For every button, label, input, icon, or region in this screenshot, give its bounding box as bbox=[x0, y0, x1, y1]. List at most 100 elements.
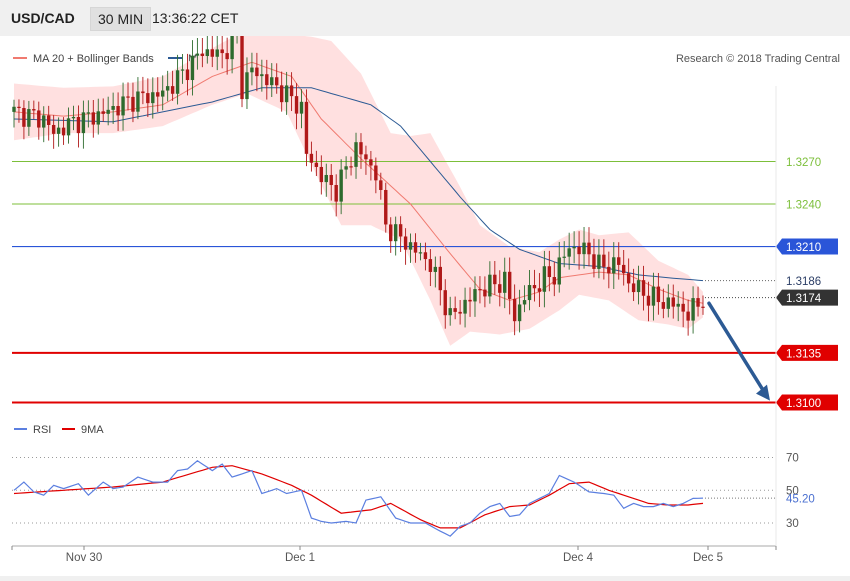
candle-body bbox=[314, 162, 319, 167]
candle-body bbox=[151, 92, 155, 104]
candle-body bbox=[146, 93, 150, 104]
candle-body bbox=[522, 300, 527, 305]
candle-body bbox=[22, 108, 26, 127]
candle-body bbox=[96, 111, 100, 125]
candle-body bbox=[626, 273, 631, 284]
price-level-value: 1.3240 bbox=[786, 200, 821, 212]
candle-body bbox=[612, 257, 616, 274]
candle-body bbox=[299, 101, 304, 114]
candle-body bbox=[433, 266, 438, 272]
bollinger-band-area bbox=[14, 29, 703, 346]
price-level-tag bbox=[776, 394, 838, 411]
candle-body bbox=[185, 69, 190, 81]
candle-body bbox=[230, 32, 234, 60]
price-level-value: 1.3135 bbox=[786, 348, 821, 360]
candle-body bbox=[270, 77, 274, 86]
candle-body bbox=[364, 154, 368, 160]
candle-body bbox=[46, 115, 51, 125]
candle-body bbox=[503, 271, 507, 293]
candle-body bbox=[681, 303, 685, 312]
candle-body bbox=[374, 165, 378, 181]
candle-body bbox=[592, 254, 596, 269]
candle-body bbox=[562, 256, 566, 258]
price-level-value: 1.3186 bbox=[786, 276, 821, 288]
candle-body bbox=[587, 242, 591, 255]
x-tick-label: Nov 30 bbox=[66, 552, 102, 564]
candle-body bbox=[691, 298, 695, 321]
price-level-value: 1.3270 bbox=[786, 157, 821, 169]
interval-selector[interactable]: 30 MIN bbox=[90, 7, 152, 31]
candle-body bbox=[42, 115, 46, 128]
candle-body bbox=[220, 49, 224, 54]
time-label: 13:36:22 CET bbox=[152, 10, 239, 26]
candle-body bbox=[66, 118, 71, 136]
candle-body bbox=[557, 257, 561, 285]
price-level-label: 1.3100 bbox=[776, 394, 838, 411]
price-level-tag bbox=[777, 195, 839, 213]
candle-body bbox=[61, 127, 66, 136]
price-level-tag bbox=[777, 153, 839, 170]
copyright-label: Research © 2018 Trading Central bbox=[676, 53, 840, 65]
candle-body bbox=[577, 246, 581, 255]
candle-body bbox=[32, 109, 36, 111]
candle-body bbox=[488, 274, 492, 297]
candle-body bbox=[438, 266, 442, 291]
price-level-label: 1.3174 bbox=[776, 289, 838, 306]
candle-body bbox=[661, 302, 666, 309]
candle-body bbox=[195, 53, 200, 56]
candle-body bbox=[215, 49, 219, 57]
candle-body bbox=[304, 101, 309, 154]
candle-body bbox=[398, 224, 403, 237]
candle-body bbox=[418, 252, 423, 254]
candle-body bbox=[607, 266, 611, 274]
price-chart: MA 20 + Bollinger Bands MA 50 Research ©… bbox=[11, 15, 840, 564]
candle-body bbox=[86, 112, 91, 114]
candle-body bbox=[190, 55, 195, 81]
price-level-tag bbox=[776, 344, 838, 361]
candle-body bbox=[463, 299, 467, 314]
candle-body bbox=[121, 96, 125, 116]
candle-body bbox=[636, 280, 641, 293]
candle-body bbox=[175, 70, 180, 94]
candle-body bbox=[443, 290, 447, 316]
candle-body bbox=[527, 285, 532, 301]
candle-body bbox=[651, 286, 656, 306]
candle-body bbox=[617, 257, 621, 265]
candle-body bbox=[284, 85, 289, 103]
candle-body bbox=[696, 298, 700, 307]
rsi-legend-label: RSI bbox=[33, 424, 51, 436]
ma20-legend-label: MA 20 + Bollinger Bands bbox=[33, 53, 154, 65]
forecast-arrow bbox=[707, 301, 770, 401]
candle-body bbox=[156, 92, 160, 97]
candle-body bbox=[260, 74, 264, 77]
candle-body bbox=[403, 236, 408, 250]
candle-body bbox=[621, 264, 626, 274]
candle-body bbox=[408, 242, 413, 250]
candle-body bbox=[369, 159, 373, 166]
candle-body bbox=[537, 288, 542, 292]
candle-body bbox=[344, 166, 348, 170]
candle-body bbox=[294, 96, 299, 114]
candle-body bbox=[379, 180, 383, 190]
candle-body bbox=[428, 259, 433, 272]
candle-body bbox=[71, 116, 76, 119]
candle-body bbox=[389, 224, 393, 242]
candle-body bbox=[131, 96, 135, 112]
rsi-ma-line bbox=[13, 465, 704, 529]
candle-body bbox=[354, 142, 358, 167]
candle-body bbox=[468, 299, 472, 302]
forecast-arrowhead bbox=[756, 384, 770, 401]
candle-body bbox=[255, 67, 259, 77]
rsi-last-value: 45.20 bbox=[786, 494, 815, 506]
price-level-label: 1.3210 bbox=[776, 238, 838, 255]
candle-body bbox=[51, 124, 56, 134]
candle-body bbox=[393, 224, 398, 242]
candle-body bbox=[413, 242, 418, 253]
candle-body bbox=[27, 109, 31, 127]
candle-body bbox=[597, 254, 601, 269]
candle-body bbox=[542, 266, 547, 292]
candle-body bbox=[483, 289, 487, 297]
candle-body bbox=[165, 86, 170, 91]
candle-body bbox=[111, 106, 115, 110]
candle-body bbox=[552, 277, 556, 285]
